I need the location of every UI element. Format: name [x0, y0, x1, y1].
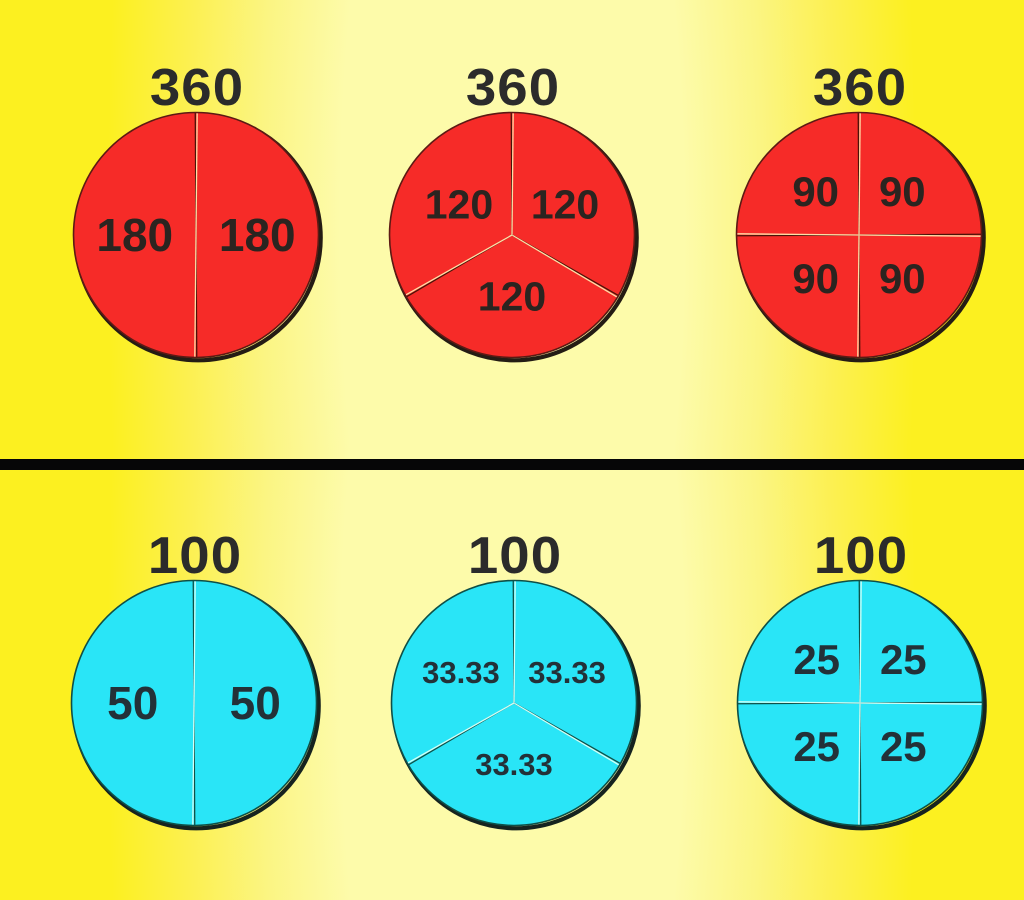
- svg-text:25: 25: [880, 636, 927, 683]
- svg-text:180: 180: [219, 209, 296, 261]
- svg-text:33.33: 33.33: [528, 655, 606, 690]
- svg-text:120: 120: [531, 181, 599, 227]
- svg-text:120: 120: [478, 273, 546, 319]
- svg-text:90: 90: [792, 255, 839, 302]
- svg-text:90: 90: [879, 255, 926, 302]
- svg-text:25: 25: [793, 636, 840, 683]
- svg-text:90: 90: [879, 168, 926, 215]
- svg-text:50: 50: [230, 677, 281, 729]
- svg-text:90: 90: [792, 168, 839, 215]
- svg-text:25: 25: [793, 723, 840, 770]
- svg-text:33.33: 33.33: [422, 655, 500, 690]
- svg-text:120: 120: [425, 181, 493, 227]
- svg-text:25: 25: [880, 723, 927, 770]
- svg-text:33.33: 33.33: [475, 747, 553, 782]
- svg-text:180: 180: [96, 209, 173, 261]
- svg-text:50: 50: [107, 677, 158, 729]
